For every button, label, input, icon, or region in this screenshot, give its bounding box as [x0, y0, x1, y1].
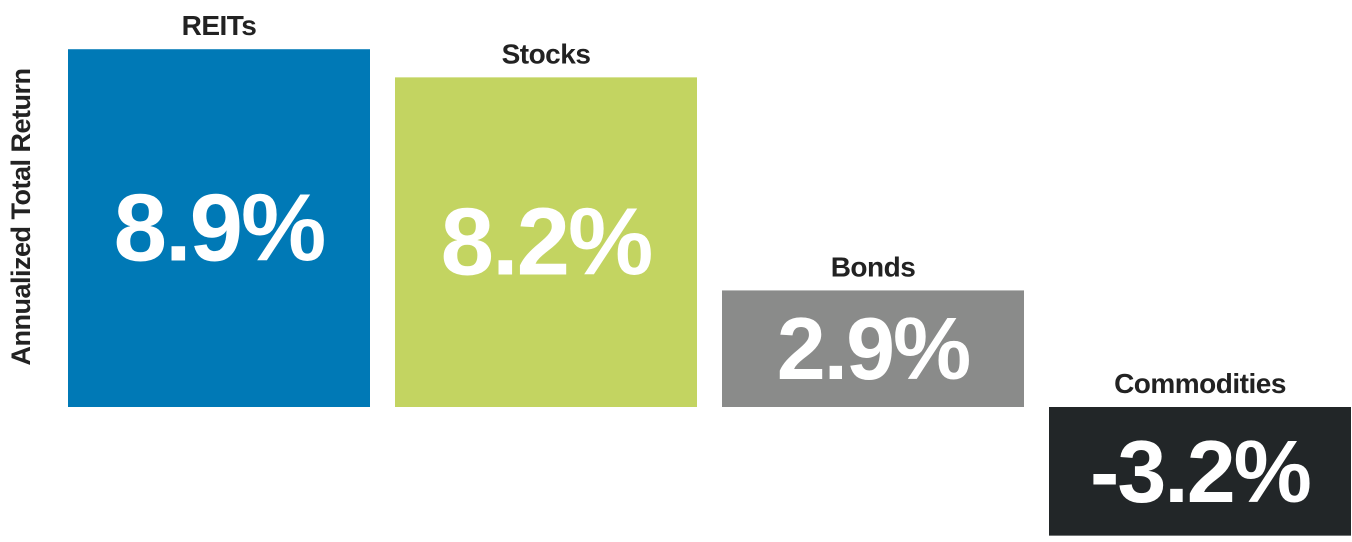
bar-bonds [722, 290, 1024, 407]
category-label-bonds: Bonds [831, 251, 916, 282]
y-axis-label: Annualized Total Return [6, 69, 36, 366]
bar-commodities [1049, 407, 1351, 536]
value-label-stocks: 8.2% [441, 189, 652, 296]
category-label-commodities: Commodities [1114, 368, 1286, 399]
category-label-reits: REITs [182, 10, 257, 41]
y-axis-label-group: Annualized Total Return [6, 69, 36, 366]
bar-stocks [395, 77, 697, 408]
value-label-reits: 8.9% [114, 175, 325, 282]
bar-reits [68, 49, 370, 407]
value-label-bonds: 2.9% [777, 299, 970, 398]
bars-group: REITs 8.9% Stocks 8.2% Bonds 2.9% Commodities -… [68, 10, 1351, 536]
value-label-commodities: -3.2% [1090, 422, 1310, 521]
category-label-stocks: Stocks [502, 38, 591, 69]
